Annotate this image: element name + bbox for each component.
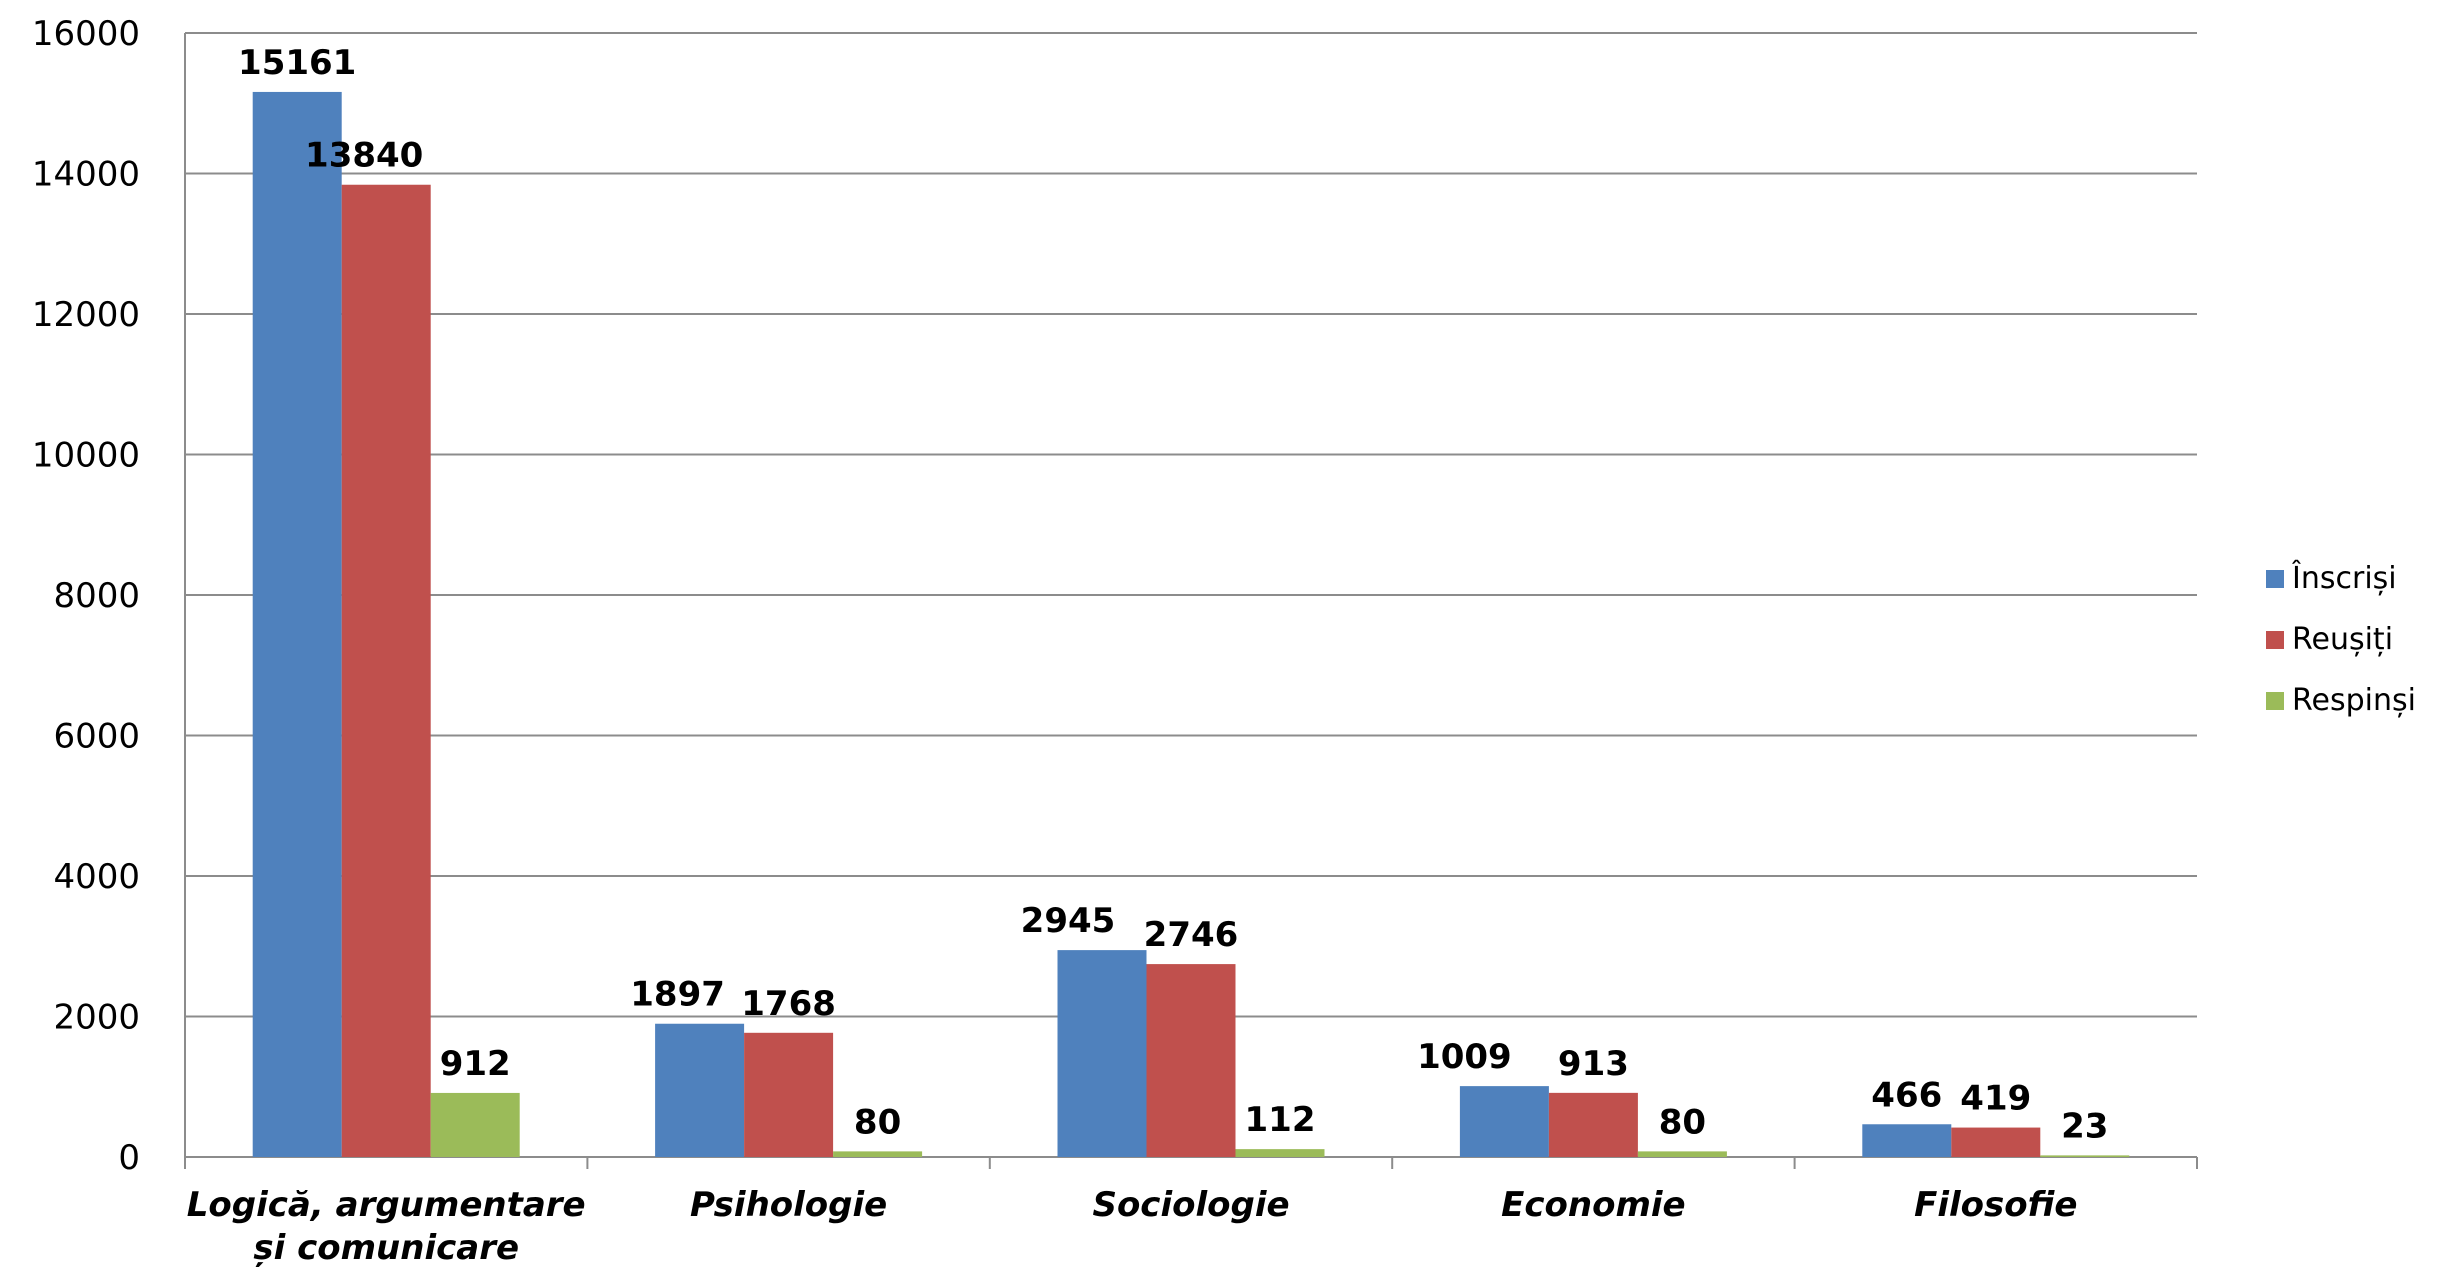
- legend-swatch: [2266, 692, 2284, 710]
- bar: [2040, 1155, 2130, 1157]
- bar: [341, 184, 431, 1158]
- x-tick-label: Economie: [1501, 1185, 1685, 1225]
- y-tick-label: 6000: [53, 717, 140, 757]
- y-tick-label: 2000: [53, 998, 140, 1038]
- bars: [252, 91, 2130, 1158]
- bar: [1146, 964, 1236, 1157]
- legend: Înscriși Reușiți Respinși: [2266, 560, 2416, 718]
- data-label: 13840: [305, 136, 423, 176]
- data-label: 913: [1558, 1044, 1629, 1084]
- x-tick-label: Psihologie: [690, 1185, 887, 1225]
- data-label: 2746: [1144, 915, 1239, 955]
- bar: [744, 1032, 834, 1157]
- y-tick-label: 14000: [32, 155, 140, 195]
- x-tick-label: Filosofie: [1914, 1185, 2077, 1225]
- y-tick-label: 12000: [32, 295, 140, 335]
- x-tick-label: și comunicare: [253, 1228, 519, 1268]
- bar: [833, 1151, 923, 1157]
- bar: [430, 1092, 520, 1157]
- legend-swatch: [2266, 631, 2284, 649]
- data-label: 112: [1245, 1100, 1316, 1140]
- legend-label: Reușiți: [2292, 622, 2393, 657]
- bar: [1862, 1124, 1952, 1157]
- gridlines: [185, 32, 2197, 1018]
- data-label: 15161: [238, 43, 356, 83]
- data-label: 80: [854, 1102, 901, 1142]
- data-label: 2945: [1021, 901, 1116, 941]
- data-label: 23: [2061, 1106, 2108, 1146]
- y-tick-label: 10000: [32, 436, 140, 476]
- data-label: 1768: [741, 984, 836, 1024]
- x-tick-label: Logică, argumentare: [187, 1185, 586, 1225]
- y-tick-label: 8000: [53, 576, 140, 616]
- bar: [1235, 1149, 1325, 1157]
- data-label: 419: [1960, 1079, 2031, 1119]
- bar: [1951, 1127, 2041, 1157]
- y-tick-label: 0: [118, 1138, 140, 1178]
- data-label: 1897: [630, 975, 725, 1015]
- bar: [655, 1023, 745, 1157]
- legend-swatch: [2266, 570, 2284, 588]
- data-labels: 15161 13840 912 1897 1768 80 2945 2746 112 1009 91…: [238, 43, 2108, 1146]
- bar: [1057, 950, 1147, 1157]
- y-tick-label: 16000: [32, 14, 140, 54]
- bar: [252, 91, 342, 1158]
- bar: [1548, 1092, 1638, 1157]
- data-label: 1009: [1417, 1037, 1512, 1077]
- data-label: 912: [440, 1044, 511, 1084]
- y-tick-label: 4000: [53, 857, 140, 897]
- x-tick-label: Sociologie: [1092, 1185, 1289, 1225]
- legend-label: Înscriși: [2291, 560, 2397, 596]
- bar: [1459, 1086, 1549, 1157]
- bar: [1637, 1151, 1727, 1157]
- y-axis: 0 2000 4000 6000 8000 10000 12000 14000 16000: [32, 14, 186, 1178]
- data-label: 80: [1659, 1102, 1706, 1142]
- legend-label: Respinși: [2292, 683, 2416, 718]
- data-label: 466: [1871, 1075, 1942, 1115]
